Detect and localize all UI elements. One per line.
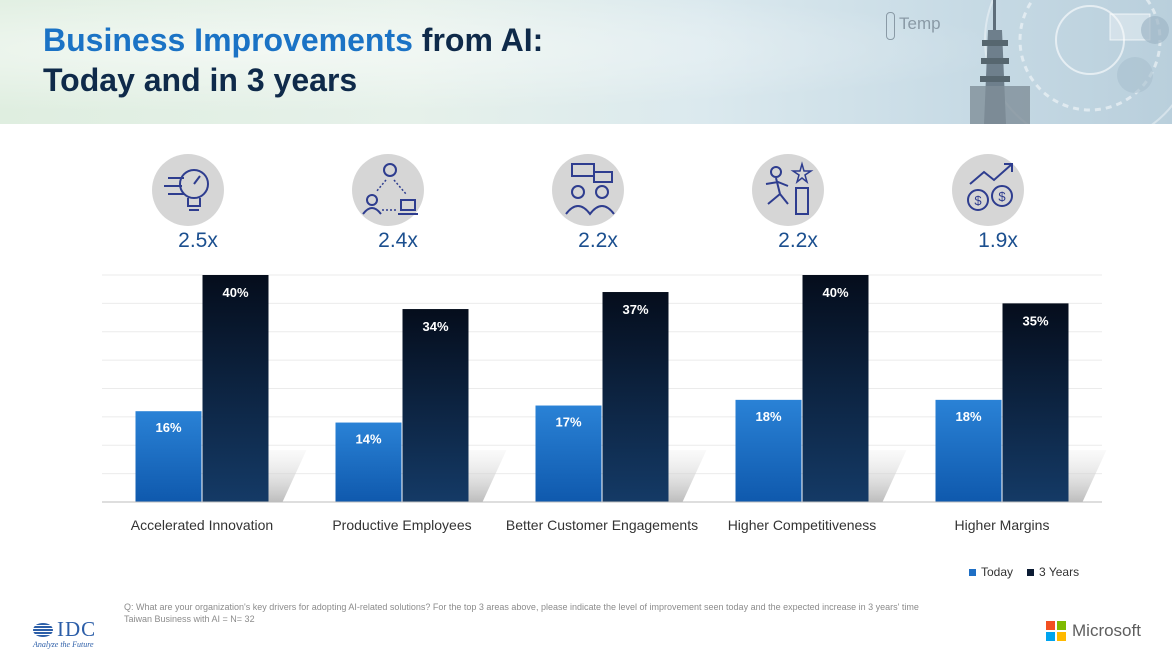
title-line2: Today and in 3 years — [43, 62, 358, 98]
title-accent: Business Improvements — [43, 22, 413, 58]
footnote-question: Q: What are your organization's key driv… — [124, 602, 919, 612]
bar-today — [735, 399, 802, 502]
data-label-today: 18% — [955, 409, 981, 424]
team-network-icon — [352, 154, 424, 226]
multiplier-label: 2.2x — [778, 229, 818, 252]
data-label-3-years: 40% — [222, 285, 248, 300]
idc-tagline: Analyze the Future — [33, 640, 94, 649]
bar-3-years — [202, 275, 269, 502]
bar-today — [335, 422, 402, 502]
legend-swatch — [969, 568, 976, 576]
data-label-3-years: 34% — [422, 319, 448, 334]
microsoft-logo: Microsoft — [1046, 621, 1141, 641]
category-label: Higher Competitiveness — [728, 517, 877, 533]
data-label-today: 16% — [155, 420, 181, 435]
bar-shadow — [258, 450, 307, 502]
microsoft-squares-icon — [1046, 621, 1066, 641]
bar-shadow — [458, 450, 507, 502]
lightbulb-gauge-icon — [152, 154, 224, 226]
bar-shadow — [1058, 450, 1107, 502]
idc-logo: IDC Analyze the Future — [33, 617, 123, 649]
legend-item: 3 Years — [1027, 565, 1079, 579]
multiplier-label: 2.2x — [578, 229, 618, 252]
bar-3-years — [402, 309, 469, 502]
legend-item: Today — [969, 565, 1013, 579]
data-label-3-years: 40% — [822, 285, 848, 300]
idc-globe-icon — [33, 622, 53, 637]
thermometer-icon — [886, 12, 895, 40]
title-rest: from AI: — [412, 22, 544, 58]
multiplier-label: 1.9x — [978, 229, 1018, 252]
svg-text:$: $ — [974, 193, 982, 208]
data-label-today: 18% — [755, 409, 781, 424]
legend-label: Today — [981, 565, 1014, 579]
temp-watermark: Temp — [886, 12, 941, 48]
bar-shadow — [658, 450, 707, 502]
bar-3-years — [1002, 303, 1069, 502]
bar-today — [935, 399, 1002, 502]
category-label: Better Customer Engagements — [506, 517, 698, 533]
category-label: Productive Employees — [332, 517, 471, 533]
data-label-today: 17% — [555, 415, 581, 430]
svg-text:$: $ — [998, 189, 1006, 204]
data-label-3-years: 37% — [622, 302, 648, 317]
multiplier-label: 2.4x — [378, 229, 418, 252]
bar-3-years — [802, 275, 869, 502]
idc-wordmark: IDC — [57, 617, 97, 641]
bar-today — [135, 411, 202, 502]
runner-star-icon — [752, 154, 824, 226]
bar-today — [535, 405, 602, 502]
taipei-tower-graphic — [970, 0, 1172, 124]
legend-swatch — [1027, 568, 1035, 576]
money-growth-icon: $ $ — [952, 154, 1024, 226]
category-label: Higher Margins — [955, 517, 1050, 533]
footnote-sample: Taiwan Business with AI = N= 32 — [124, 614, 255, 624]
data-label-3-years: 35% — [1022, 313, 1048, 328]
legend-label: 3 Years — [1039, 565, 1080, 579]
bar-3-years — [602, 292, 669, 502]
slide-title: Business Improvements from AI: Today and… — [43, 20, 543, 100]
header-banner: Business Improvements from AI: Today and… — [0, 0, 1172, 124]
data-label-today: 14% — [355, 432, 381, 447]
bar-shadow — [858, 450, 907, 502]
category-label: Accelerated Innovation — [131, 517, 273, 533]
multiplier-label: 2.5x — [178, 229, 218, 252]
microsoft-wordmark: Microsoft — [1072, 621, 1141, 640]
bar-chart: 16% 40% Accelerated Innovation 2.5x 14% 34% Pr… — [102, 154, 1107, 533]
customer-chat-icon — [552, 154, 624, 226]
chart-legend: Today 3 Years — [969, 565, 1087, 579]
footnote: Q: What are your organization's key driv… — [124, 601, 1024, 625]
